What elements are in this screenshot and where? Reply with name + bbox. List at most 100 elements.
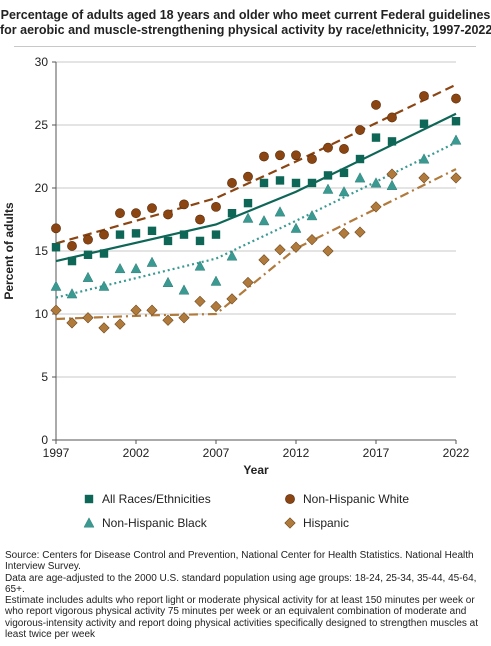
point-all-races-ethnicities xyxy=(163,236,173,246)
chart-title: Percentage of adults aged 18 years and o… xyxy=(0,8,491,38)
trend-lines xyxy=(55,83,457,321)
point-all-races-ethnicities xyxy=(147,226,157,236)
point-non-hispanic-black xyxy=(322,183,334,194)
legend-marker-non-hispanic-black-icon xyxy=(83,517,95,528)
point-hispanic xyxy=(258,254,270,266)
legend-label: Hispanic xyxy=(303,516,350,530)
point-all-races-ethnicities xyxy=(419,119,429,128)
x-tick-label: 2017 xyxy=(363,446,390,460)
point-non-hispanic-white xyxy=(371,99,381,110)
point-all-races-ethnicities xyxy=(355,154,365,164)
point-non-hispanic-white xyxy=(451,93,461,104)
point-non-hispanic-black xyxy=(258,215,270,226)
y-tick-label: 5 xyxy=(41,370,48,384)
point-hispanic xyxy=(386,168,398,180)
legend-marker-hispanic-icon xyxy=(284,517,296,529)
footnotes: Source: Centers for Disease Control and … xyxy=(5,550,487,640)
chart-title-line-1: Percentage of adults aged 18 years and o… xyxy=(0,8,491,22)
point-non-hispanic-black xyxy=(290,222,302,233)
point-non-hispanic-white xyxy=(179,199,189,210)
point-non-hispanic-white xyxy=(51,223,61,234)
y-tick-label: 30 xyxy=(35,55,49,69)
legend-label: Non-Hispanic Black xyxy=(102,516,207,530)
point-non-hispanic-black xyxy=(98,280,110,291)
point-all-races-ethnicities xyxy=(387,137,397,146)
legend-marker-shape xyxy=(284,517,296,529)
y-axis-title: Percent of adults xyxy=(2,202,16,300)
scatter-chart: 0 5 10 15 20 25 30 1997 2002 2007 2012 2017 2022 Year… xyxy=(2,55,470,477)
point-hispanic xyxy=(354,226,366,238)
point-all-races-ethnicities xyxy=(211,230,221,239)
point-non-hispanic-white xyxy=(147,203,157,214)
age-adjustment-note: Data are age-adjusted to the 2000 U.S. s… xyxy=(5,572,477,595)
point-non-hispanic-black xyxy=(274,206,286,217)
point-non-hispanic-white xyxy=(339,144,349,154)
point-non-hispanic-black xyxy=(386,179,398,190)
point-all-races-ethnicities xyxy=(275,176,285,185)
y-tick-label: 25 xyxy=(35,118,49,132)
point-non-hispanic-white xyxy=(387,112,397,123)
point-non-hispanic-white xyxy=(163,209,173,220)
point-hispanic xyxy=(418,172,430,184)
x-axis-title: Year xyxy=(243,463,269,477)
point-non-hispanic-white xyxy=(355,125,365,135)
point-non-hispanic-black xyxy=(370,177,382,188)
trend-line-non-hispanic-white xyxy=(55,83,457,245)
point-hispanic xyxy=(338,227,350,239)
point-all-races-ethnicities xyxy=(259,178,269,188)
point-hispanic xyxy=(450,172,462,184)
point-hispanic xyxy=(242,276,254,289)
point-non-hispanic-black xyxy=(210,275,222,286)
point-non-hispanic-black xyxy=(194,260,206,271)
point-non-hispanic-white xyxy=(291,150,301,161)
axis-labels: 0 5 10 15 20 25 30 1997 2002 2007 2012 2017 2022 Year… xyxy=(2,55,470,477)
point-all-races-ethnicities xyxy=(323,171,333,180)
point-non-hispanic-black xyxy=(146,256,158,267)
point-hispanic xyxy=(82,312,94,324)
point-hispanic xyxy=(370,201,382,213)
x-tick-label: 2002 xyxy=(123,446,150,460)
point-non-hispanic-white xyxy=(131,208,141,219)
point-non-hispanic-white xyxy=(323,142,333,153)
point-hispanic xyxy=(162,314,174,326)
legend-label: Non-Hispanic White xyxy=(303,492,410,506)
point-all-races-ethnicities xyxy=(67,256,77,266)
point-hispanic xyxy=(130,304,142,316)
point-all-races-ethnicities xyxy=(195,236,205,246)
point-non-hispanic-white xyxy=(275,150,285,161)
y-tick-label: 15 xyxy=(35,244,49,258)
point-hispanic xyxy=(194,295,206,308)
point-non-hispanic-black xyxy=(418,153,430,164)
legend-item-hispanic: Hispanic xyxy=(283,516,349,530)
point-all-races-ethnicities xyxy=(307,178,317,188)
x-tick-label: 2022 xyxy=(443,446,470,460)
legend-item-non-hispanic-black: Non-Hispanic Black xyxy=(82,516,207,530)
point-non-hispanic-black xyxy=(306,209,318,221)
point-all-races-ethnicities xyxy=(83,250,93,259)
trend-line-all-races-ethnicities xyxy=(55,112,457,263)
point-all-races-ethnicities xyxy=(291,178,301,188)
point-hispanic xyxy=(322,245,334,257)
point-non-hispanic-white xyxy=(115,208,125,219)
legend-label: All Races/Ethnicities xyxy=(102,492,211,506)
legend-marker-shape xyxy=(84,494,94,504)
point-all-races-ethnicities xyxy=(451,117,461,126)
point-hispanic xyxy=(306,234,318,246)
data-points xyxy=(50,91,462,334)
legend: All Races/Ethnicities Non-Hispanic White N… xyxy=(0,492,491,542)
y-tick-label: 0 xyxy=(41,433,48,447)
source-note: Source: Centers for Disease Control and … xyxy=(5,550,474,573)
point-hispanic xyxy=(98,322,110,334)
point-all-races-ethnicities xyxy=(179,230,189,239)
point-non-hispanic-black xyxy=(66,288,78,299)
point-non-hispanic-black xyxy=(178,284,190,295)
trend-line-non-hispanic-black xyxy=(55,141,457,299)
legend-item-non-hispanic-white: Non-Hispanic White xyxy=(283,492,409,506)
point-all-races-ethnicities xyxy=(339,168,349,178)
point-non-hispanic-black xyxy=(226,250,238,261)
point-non-hispanic-black xyxy=(82,271,94,282)
point-hispanic xyxy=(146,304,158,316)
gridlines xyxy=(56,61,456,378)
point-non-hispanic-black xyxy=(114,262,126,274)
point-all-races-ethnicities xyxy=(131,229,141,238)
